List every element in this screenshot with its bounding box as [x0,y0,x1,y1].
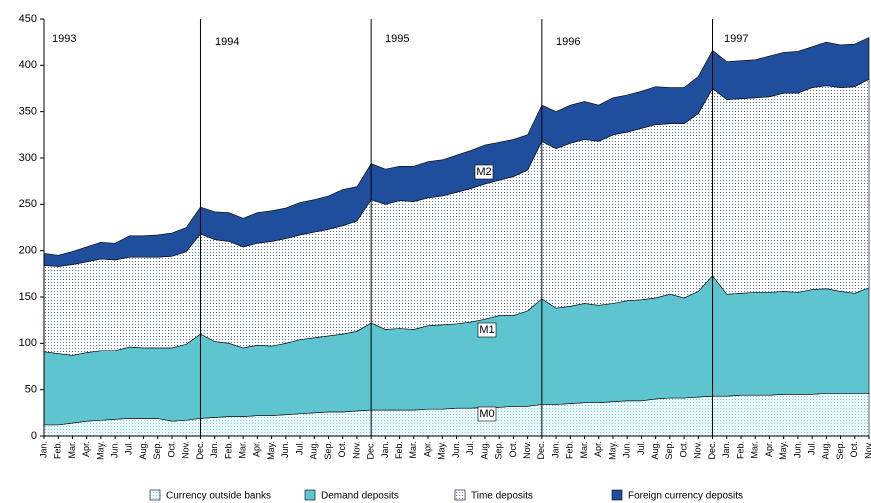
x-tick-label: May. [437,441,447,460]
x-tick-label: Jul. [636,441,646,455]
x-tick-label: Mar. [579,441,589,459]
year-label: 1995 [385,33,409,45]
x-tick-label: Dec. [195,441,205,460]
label-box [474,164,494,180]
label-box [477,406,497,422]
x-tick-label: Jul. [465,441,475,455]
x-tick-label: May. [778,441,788,460]
y-tick-label: 0 [31,430,37,442]
x-tick-label: Oct. [166,441,176,458]
x-tick-label: Feb. [53,441,63,459]
legend-swatch [304,489,316,501]
x-tick-label: Nov. [863,441,871,459]
x-tick-label: Jun. [109,441,119,458]
x-tick-label: Mar. [67,441,77,459]
x-tick-label: Sep. [664,441,674,460]
x-tick-label: Feb. [565,441,575,459]
y-tick-label: 100 [19,337,37,349]
y-tick-label: 450 [19,13,37,25]
x-tick-label: Nov. [522,441,532,459]
x-tick-label: Feb. [223,441,233,459]
area [43,37,870,267]
x-tick-label: Sep. [835,441,845,460]
x-tick-label: Jan. [380,441,390,458]
x-tick-label: Oct. [678,441,688,458]
x-tick-label: Mar. [238,441,248,459]
legend-label: Currency outside banks [166,491,271,502]
x-tick-label: Apr. [422,441,432,457]
x-tick-label: Aug. [479,441,489,460]
legend-swatch [454,489,466,501]
year-label: 1997 [724,33,748,45]
legend-swatch [611,489,623,501]
y-tick-label: 150 [19,291,37,303]
x-tick-label: Oct. [337,441,347,458]
x-tick-label: Dec. [366,441,376,460]
aggregate-label: M1 [479,324,494,336]
x-tick-label: Nov. [693,441,703,459]
x-tick-label: Sep. [152,441,162,460]
x-tick-label: Jun. [451,441,461,458]
x-tick-label: Jan. [38,441,48,458]
legend-swatch [149,489,161,501]
x-tick-label: May. [95,441,105,460]
x-tick-label: Jan. [550,441,560,458]
x-tick-label: Jun. [280,441,290,458]
label-box [477,322,497,338]
x-tick-label: Feb. [394,441,404,459]
x-tick-label: May. [607,441,617,460]
legend-label: Foreign currency deposits [628,491,743,502]
y-tick-label: 300 [19,152,37,164]
x-tick-label: Nov. [351,441,361,459]
x-tick-label: Jan. [721,441,731,458]
x-tick-label: Apr. [764,441,774,457]
x-tick-label: Jul. [294,441,304,455]
x-tick-label: Dec. [707,441,717,460]
x-tick-label: Jan. [209,441,219,458]
x-tick-label: Oct. [849,441,859,458]
x-tick-label: Oct. [508,441,518,458]
x-tick-label: Jul. [806,441,816,455]
y-tick-label: 400 [19,59,37,71]
x-tick-label: Jun. [792,441,802,458]
legend-label: Time deposits [471,491,533,502]
x-tick-label: Jun. [622,441,632,458]
aggregate-label: M2 [476,166,491,178]
x-tick-label: Mar. [750,441,760,459]
legend-label: Demand deposits [321,491,399,502]
x-tick-label: Apr. [81,441,91,457]
x-tick-label: Apr. [593,441,603,457]
y-tick-label: 200 [19,245,37,257]
x-tick-label: Nov. [181,441,191,459]
x-tick-label: Apr. [252,441,262,457]
x-tick-label: May. [266,441,276,460]
x-tick-label: Aug. [650,441,660,460]
x-tick-label: Jul. [124,441,134,455]
x-tick-label: Mar. [408,441,418,459]
y-tick-label: 50 [25,384,37,396]
x-tick-label: Dec. [536,441,546,460]
year-label: 1996 [556,36,580,48]
y-tick-label: 250 [19,198,37,210]
x-tick-label: Aug. [821,441,831,460]
y-tick-label: 350 [19,106,37,118]
aggregate-label: M0 [479,408,494,420]
x-tick-label: Sep. [494,441,504,460]
x-tick-label: Sep. [323,441,333,460]
x-tick-label: Aug. [138,441,148,460]
x-tick-label: Feb. [735,441,745,459]
year-label: 1994 [215,36,239,48]
year-label: 1993 [52,33,76,45]
x-tick-label: Aug. [309,441,319,460]
